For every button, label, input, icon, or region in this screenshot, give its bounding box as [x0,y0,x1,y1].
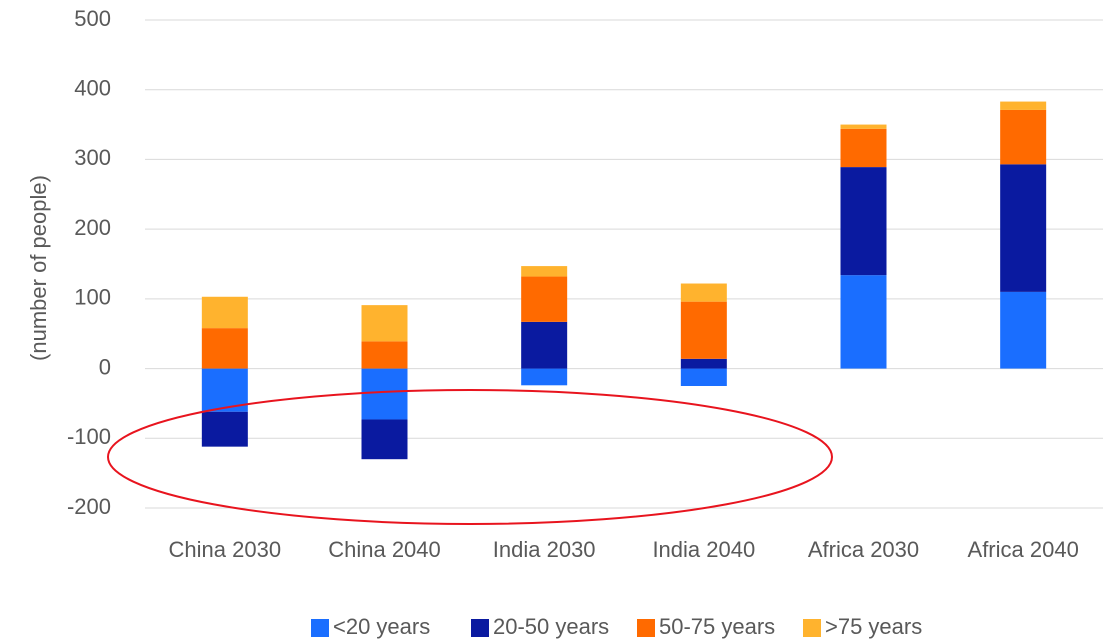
bar-segment [1000,291,1047,369]
legend-item: <20 years [311,614,430,639]
bar-segment [521,276,568,322]
bar-segment [680,283,727,302]
y-tick-label: 100 [74,285,111,310]
y-tick-label: 0 [99,354,111,379]
legend-swatch [637,619,655,637]
bar-segment [361,305,408,342]
x-axis-categories: China 2030 China 2040 India 2030 India 2040… [169,537,1079,562]
x-category-label: China 2030 [169,537,282,562]
x-category-label: Africa 2040 [968,537,1079,562]
bar-segment [680,358,727,369]
y-tick-label: 500 [74,6,111,31]
legend-swatch [471,619,489,637]
bar-segment [1000,109,1047,165]
bar-segment [201,328,248,369]
legend-label: <20 years [333,614,430,639]
legend-label: >75 years [825,614,922,639]
bar-segment [521,266,568,277]
bar-segment [840,124,887,129]
legend-item: 50-75 years [637,614,775,639]
x-category-label: India 2040 [652,537,755,562]
x-category-label: India 2030 [493,537,596,562]
legend-swatch [803,619,821,637]
legend-item: >75 years [803,614,922,639]
bar-segment [201,411,248,447]
bars [201,101,1047,460]
legend-label: 20-50 years [493,614,609,639]
legend-label: 50-75 years [659,614,775,639]
y-tick-label: -200 [67,494,111,519]
bar-segment [1000,164,1047,292]
bar-segment [361,341,408,369]
y-tick-label: 400 [74,76,111,101]
y-axis-ticks: -200 -100 0 100 200 300 400 500 [67,6,111,519]
bar-segment [1000,101,1047,110]
bar-segment [201,296,248,329]
x-category-label: Africa 2030 [808,537,919,562]
highlight-ellipse [107,389,833,525]
y-tick-label: 300 [74,145,111,170]
bar-segment [840,275,887,369]
bar-segment [840,167,887,276]
legend: <20 years 20-50 years 50-75 years >75 years [311,614,922,639]
bar-segment [840,128,887,168]
gridlines [145,19,1103,509]
bar-segment [680,368,727,386]
y-axis-title: (number of people) [26,175,51,361]
y-tick-label: 200 [74,215,111,240]
bar-segment [521,321,568,369]
bar-segment [521,368,568,386]
y-tick-label: -100 [67,424,111,449]
legend-item: 20-50 years [471,614,609,639]
bar-segment [680,301,727,359]
x-category-label: China 2040 [328,537,441,562]
bar-segment [361,368,408,420]
bar-segment [361,419,408,460]
legend-swatch [311,619,329,637]
